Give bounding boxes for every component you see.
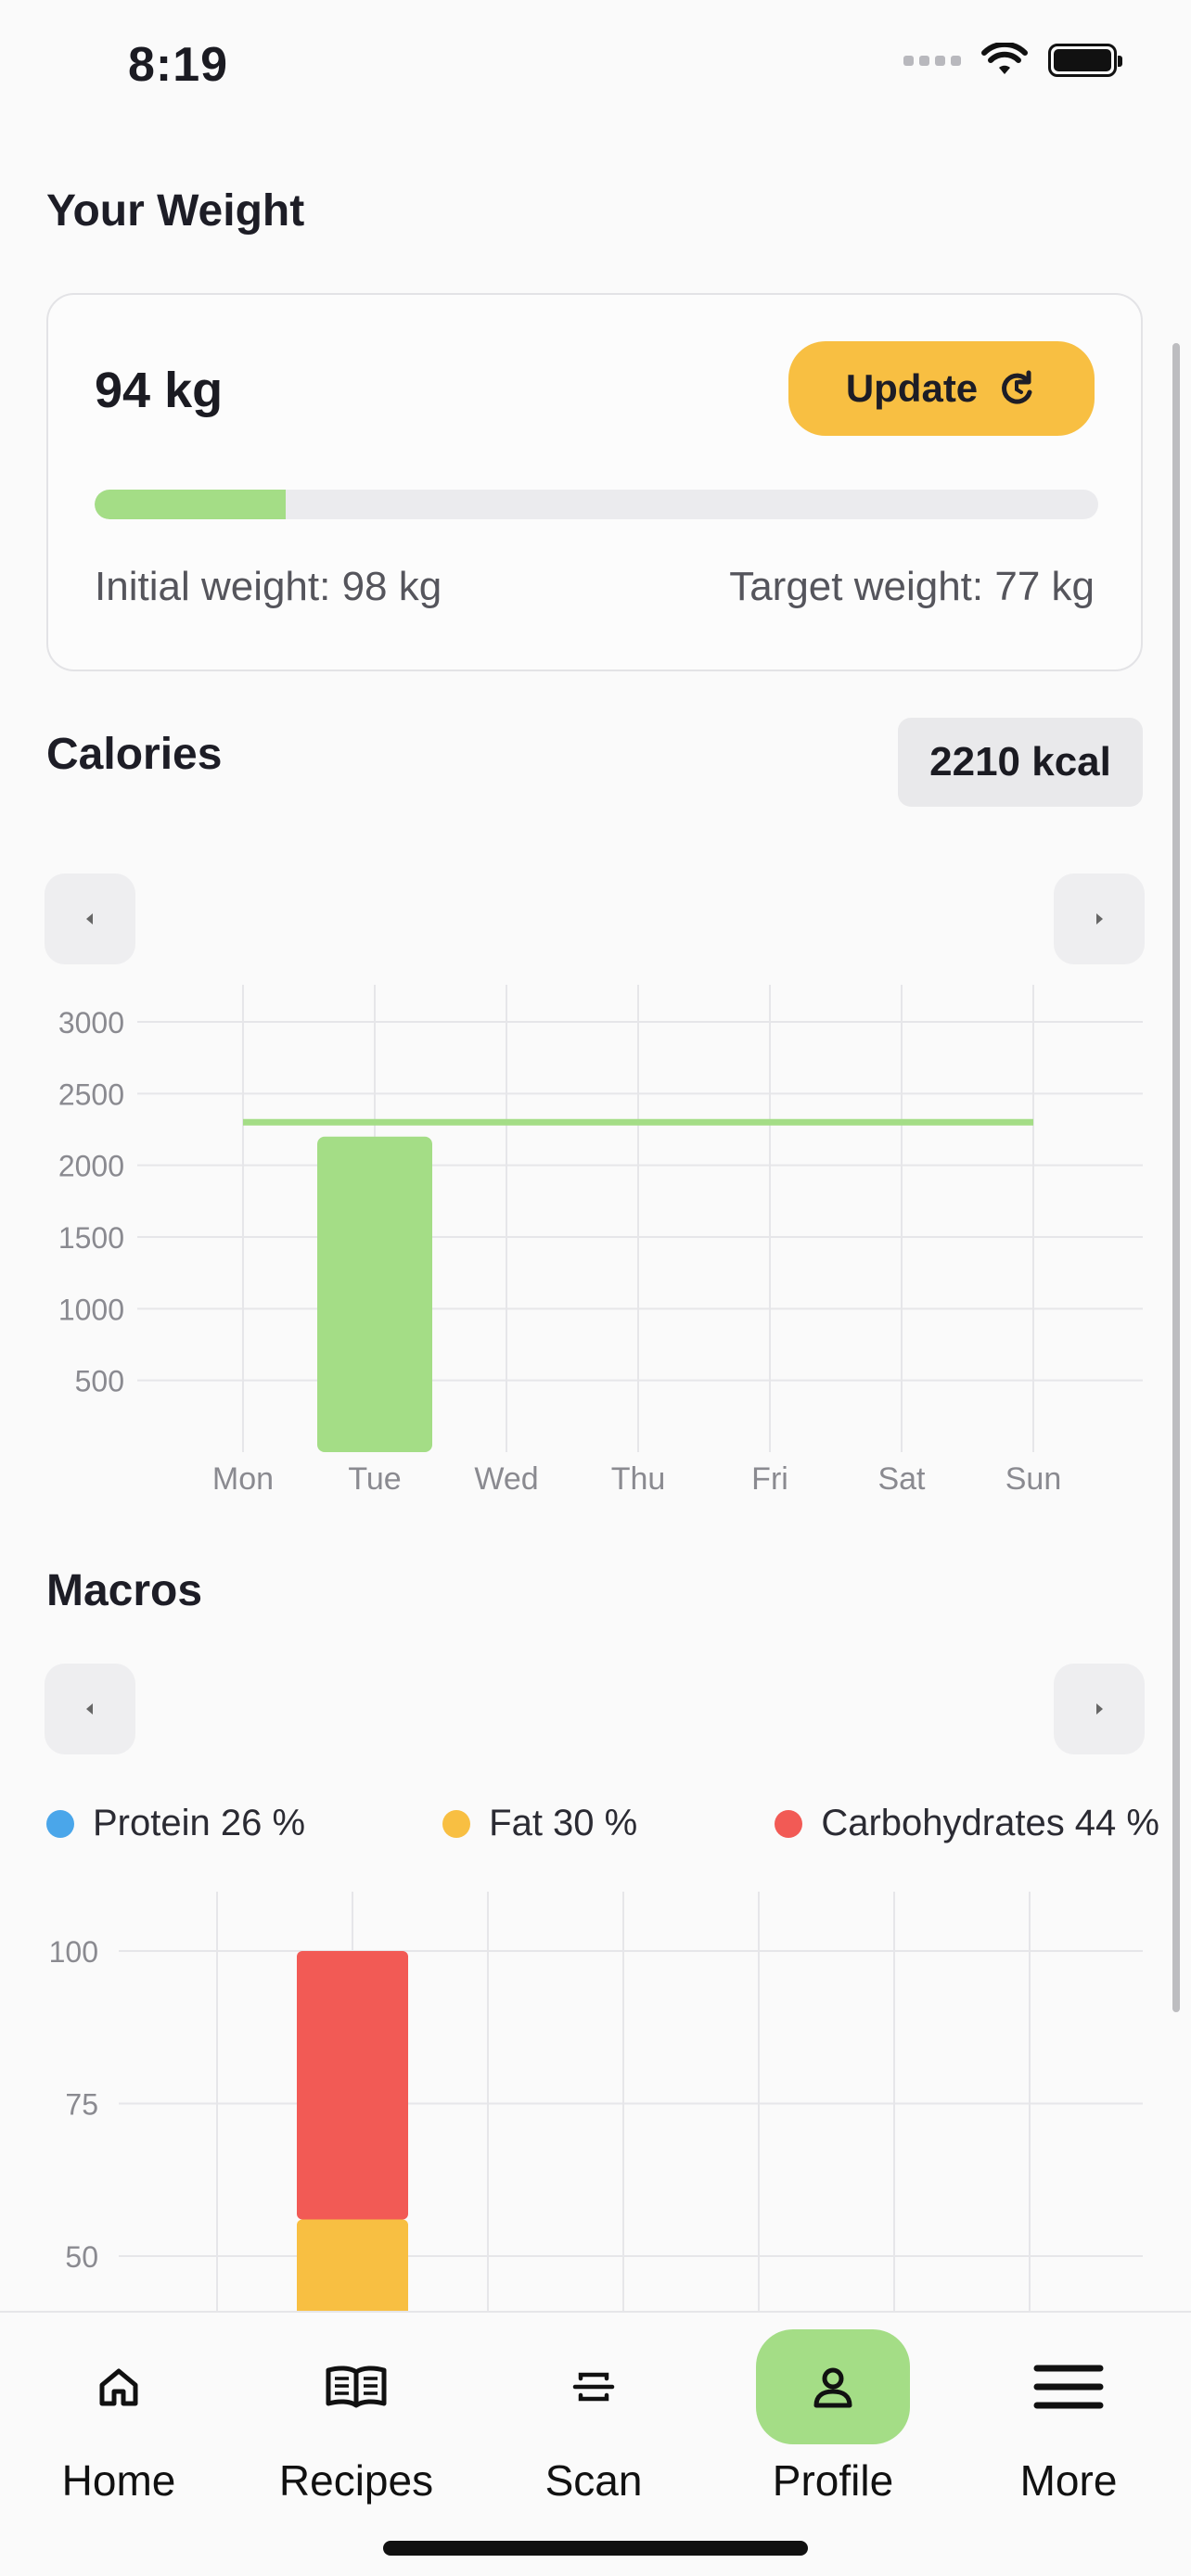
x-tick-label: Wed [474, 1461, 538, 1497]
weight-card: 94 kg Update Initial weight: 98 kg Targe… [46, 293, 1143, 671]
calories-next-week-button[interactable] [1054, 874, 1145, 964]
x-tick-label: Sun [1005, 1461, 1062, 1497]
wifi-icon [981, 43, 1028, 74]
x-tick-label: Fri [751, 1461, 788, 1497]
person-icon [813, 2367, 852, 2408]
legend-dot-protein [46, 1809, 74, 1838]
initial-weight: Initial weight: 98 kg [95, 564, 442, 609]
tab-more-label: More [1019, 2456, 1118, 2505]
home-icon [99, 2368, 138, 2406]
calorie-bar [317, 1136, 432, 1452]
refresh-icon [1002, 370, 1032, 404]
macros-prev-week-button[interactable] [45, 1664, 135, 1754]
book-icon [326, 2366, 387, 2408]
current-weight: 94 kg [95, 363, 224, 418]
tab-recipes[interactable]: Recipes [254, 2329, 458, 2506]
legend-carbohydrates: Carbohydrates 44 % [775, 1803, 1159, 1844]
x-tick-label: Thu [611, 1461, 666, 1497]
y-tick-label: 500 [75, 1365, 124, 1398]
status-bar: 8:19 [0, 0, 1191, 139]
scan-icon [572, 2372, 615, 2402]
x-tick-label: Tue [348, 1461, 401, 1497]
tab-scan-label: Scan [544, 2456, 643, 2505]
tab-profile-icon-wrap [756, 2329, 910, 2444]
home-indicator [383, 2541, 808, 2556]
y-tick-label: 75 [65, 2088, 98, 2122]
battery-icon [1048, 44, 1122, 77]
tab-recipes-label: Recipes [278, 2456, 434, 2505]
cellular-signal-icon [903, 55, 961, 66]
tab-scan-icon-wrap [517, 2329, 671, 2444]
calories-total-badge: 2210 kcal [898, 718, 1143, 807]
chevron-left-icon [86, 913, 93, 925]
tab-scan[interactable]: Scan [492, 2329, 696, 2506]
update-weight-button[interactable]: Update [788, 341, 1095, 436]
calories-chart: 500 1000 1500 2000 2500 3000 Mon Tue Wed Thu Fri Sa… [58, 985, 1143, 1497]
update-button-label: Update [845, 366, 979, 410]
legend-dot-fat [442, 1809, 471, 1838]
legend-fat: Fat 30 % [442, 1803, 637, 1844]
legend-label-carbohydrates: Carbohydrates 44 % [821, 1803, 1159, 1843]
status-time: 8:19 [128, 38, 229, 92]
y-tick-label: 2500 [58, 1078, 124, 1111]
legend-label-protein: Protein 26 % [93, 1803, 306, 1843]
tab-more-icon-wrap [992, 2329, 1146, 2444]
macros-legend: Protein 26 % Fat 30 % Carbohydrates 44 % [46, 1803, 1159, 1844]
legend-label-fat: Fat 30 % [489, 1803, 638, 1843]
y-tick-label: 3000 [58, 1006, 124, 1039]
macros-section-title: Macros [46, 1566, 203, 1615]
legend-dot-carbohydrates [775, 1809, 803, 1838]
scroll-indicator[interactable] [1172, 343, 1180, 2012]
menu-icon [1033, 2365, 1104, 2409]
weight-progress-bar [95, 490, 1098, 519]
macro-bar-carbohydrates [297, 1951, 408, 2220]
chevron-left-icon [86, 1703, 93, 1715]
macro-bar-fat [297, 2219, 408, 2311]
tab-home[interactable]: Home [17, 2329, 221, 2506]
tab-more[interactable]: More [967, 2329, 1171, 2506]
macros-next-week-button[interactable] [1054, 1664, 1145, 1754]
tab-profile[interactable]: Profile [731, 2329, 935, 2506]
calories-section-title: Calories [46, 730, 223, 779]
tab-profile-label: Profile [772, 2456, 894, 2505]
y-tick-label: 1000 [58, 1293, 124, 1326]
y-tick-label: 50 [65, 2240, 98, 2274]
chevron-right-icon [1096, 1703, 1103, 1715]
target-weight: Target weight: 77 kg [729, 564, 1095, 609]
legend-protein: Protein 26 % [46, 1803, 305, 1844]
tab-home-label: Home [61, 2456, 176, 2505]
bottom-tab-bar: Home Recipes Scan Profile [0, 2311, 1191, 2576]
tab-home-icon-wrap [42, 2329, 196, 2444]
y-tick-label: 100 [49, 1935, 98, 1969]
y-tick-label: 2000 [58, 1150, 124, 1183]
macros-chart: 50 75 100 [49, 1892, 1143, 2311]
chevron-right-icon [1096, 913, 1103, 925]
status-icons [903, 43, 1122, 78]
x-tick-label: Mon [212, 1461, 274, 1497]
tab-recipes-icon-wrap [279, 2329, 433, 2444]
weight-section-title: Your Weight [46, 186, 305, 236]
x-tick-label: Sat [877, 1461, 926, 1497]
y-tick-label: 1500 [58, 1221, 124, 1255]
calories-prev-week-button[interactable] [45, 874, 135, 964]
weight-progress-fill [95, 490, 286, 519]
